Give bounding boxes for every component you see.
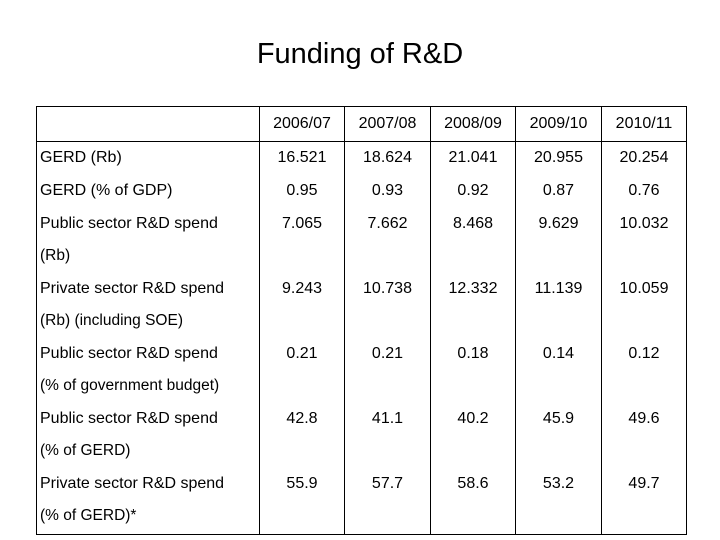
column-header: 2010/11 xyxy=(601,106,687,142)
table-cell: 0.21 xyxy=(259,338,345,403)
table-cell: 9.629 xyxy=(515,208,602,273)
table-cell: 40.2 xyxy=(430,403,516,468)
table-cell: 9.243 xyxy=(259,273,345,338)
table-row: GERD (Rb) 16.521 18.624 21.041 20.955 20… xyxy=(36,141,687,175)
table-cell: 21.041 xyxy=(430,141,516,175)
row-label: GERD (% of GDP) xyxy=(36,175,260,208)
column-header: 2009/10 xyxy=(515,106,602,142)
table-cell: 20.254 xyxy=(601,141,687,175)
table-cell: 55.9 xyxy=(259,468,345,535)
page-title: Funding of R&D xyxy=(256,38,464,70)
table-cell: 10.059 xyxy=(601,273,687,338)
table-cell: 0.76 xyxy=(601,175,687,208)
table-cell: 7.662 xyxy=(344,208,431,273)
table-cell: 0.14 xyxy=(515,338,602,403)
table-cell: 58.6 xyxy=(430,468,516,535)
column-header: 2008/09 xyxy=(430,106,516,142)
table-cell: 53.2 xyxy=(515,468,602,535)
table-row: Public sector R&D spend (% of GERD) 42.8 … xyxy=(36,403,687,468)
table-cell: 12.332 xyxy=(430,273,516,338)
table-cell: 20.955 xyxy=(515,141,602,175)
table-cell: 0.12 xyxy=(601,338,687,403)
row-label: Public sector R&D spend (% of GERD) xyxy=(36,403,260,468)
table-cell: 49.6 xyxy=(601,403,687,468)
table-cell: 49.7 xyxy=(601,468,687,535)
table-row: GERD (% of GDP) 0.95 0.93 0.92 0.87 0.76 xyxy=(36,175,687,208)
row-label: GERD (Rb) xyxy=(36,141,260,175)
table-cell: 0.18 xyxy=(430,338,516,403)
table-cell: 11.139 xyxy=(515,273,602,338)
table-cell: 0.87 xyxy=(515,175,602,208)
table-cell: 41.1 xyxy=(344,403,431,468)
header-row: 2006/07 2007/08 2008/09 2009/10 2010/11 xyxy=(36,106,687,142)
table-row: Private sector R&D spend (% of GERD)* 55.… xyxy=(36,468,687,535)
row-label: Public sector R&D spend (Rb) xyxy=(36,208,260,273)
table-cell: 8.468 xyxy=(430,208,516,273)
table-cell: 57.7 xyxy=(344,468,431,535)
table-cell: 0.92 xyxy=(430,175,516,208)
table-cell: 18.624 xyxy=(344,141,431,175)
row-label: Public sector R&D spend (% of government … xyxy=(36,338,260,403)
table-cell: 42.8 xyxy=(259,403,345,468)
table-cell: 10.032 xyxy=(601,208,687,273)
table-row: Private sector R&D spend (Rb) (including … xyxy=(36,273,687,338)
table-cell: 0.21 xyxy=(344,338,431,403)
table-cell: 0.93 xyxy=(344,175,431,208)
table-cell: 45.9 xyxy=(515,403,602,468)
table-cell: 7.065 xyxy=(259,208,345,273)
data-table: 2006/07 2007/08 2008/09 2009/10 2010/11 … xyxy=(36,106,687,535)
row-label: Private sector R&D spend (Rb) (including … xyxy=(36,273,260,338)
column-header: 2007/08 xyxy=(344,106,431,142)
header-cell-empty xyxy=(36,106,260,142)
table-cell: 16.521 xyxy=(259,141,345,175)
row-label: Private sector R&D spend (% of GERD)* xyxy=(36,468,260,535)
table-cell: 0.95 xyxy=(259,175,345,208)
table-cell: 10.738 xyxy=(344,273,431,338)
table-row: Public sector R&D spend (Rb) 7.065 7.662 … xyxy=(36,208,687,273)
column-header: 2006/07 xyxy=(259,106,345,142)
table-row: Public sector R&D spend (% of government … xyxy=(36,338,687,403)
